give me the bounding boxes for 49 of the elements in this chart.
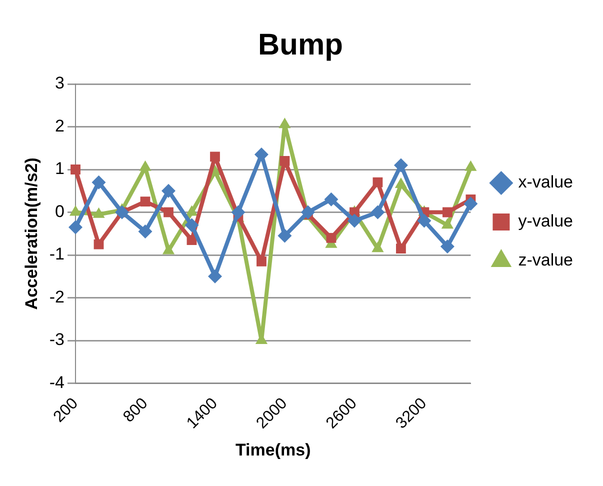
y-tick-label: 3 bbox=[55, 74, 65, 93]
y-tick-label: -3 bbox=[49, 330, 65, 350]
point bbox=[92, 175, 106, 190]
point bbox=[372, 242, 384, 252]
point bbox=[370, 205, 385, 220]
point bbox=[417, 214, 432, 228]
point bbox=[140, 196, 150, 207]
point bbox=[256, 256, 266, 266]
y-axis-title: Acceleration(m/s2) bbox=[22, 158, 41, 310]
point bbox=[441, 218, 454, 229]
chart-title: Bump bbox=[258, 28, 343, 62]
point bbox=[324, 192, 338, 206]
point bbox=[138, 224, 152, 238]
y-tick-label: 1 bbox=[55, 159, 65, 178]
legend-label: x-value bbox=[518, 172, 574, 192]
point bbox=[70, 164, 80, 174]
point bbox=[372, 177, 383, 188]
y-tick-label: -1 bbox=[49, 244, 65, 264]
x-axis-title: Time(ms) bbox=[235, 440, 311, 460]
y-tick-label: -4 bbox=[49, 372, 65, 392]
legend-label: y-value bbox=[518, 212, 574, 231]
point bbox=[68, 220, 83, 234]
y-tick-label: 2 bbox=[55, 116, 65, 136]
legend-label: z-value bbox=[518, 250, 574, 270]
point bbox=[280, 156, 290, 166]
point bbox=[347, 214, 362, 228]
point bbox=[326, 232, 336, 243]
point bbox=[210, 152, 220, 162]
point bbox=[186, 235, 197, 245]
point bbox=[164, 207, 174, 218]
point bbox=[208, 269, 222, 284]
point bbox=[464, 196, 478, 211]
point bbox=[115, 205, 130, 220]
x-tick-label: 800 bbox=[120, 394, 152, 426]
point bbox=[231, 205, 246, 220]
point bbox=[162, 184, 176, 198]
point bbox=[394, 158, 408, 172]
point bbox=[254, 148, 268, 162]
point bbox=[94, 239, 104, 250]
point bbox=[278, 228, 292, 243]
point bbox=[162, 244, 175, 254]
point bbox=[300, 205, 315, 220]
y-tick-label: -2 bbox=[49, 287, 65, 306]
point bbox=[396, 244, 406, 254]
y-tick-label: 0 bbox=[55, 202, 65, 221]
x-tick-label: 200 bbox=[50, 394, 82, 426]
point bbox=[442, 207, 452, 218]
point bbox=[184, 218, 199, 232]
point bbox=[440, 239, 454, 254]
